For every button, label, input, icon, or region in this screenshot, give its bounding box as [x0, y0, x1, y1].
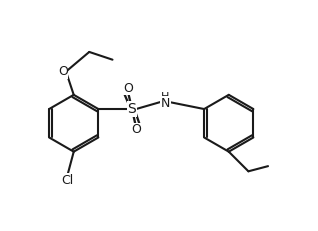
Text: O: O [123, 82, 133, 95]
Text: N: N [161, 97, 170, 110]
Text: Cl: Cl [61, 173, 74, 187]
Text: S: S [128, 102, 136, 116]
Text: H: H [161, 92, 170, 102]
Text: O: O [58, 65, 68, 78]
Text: O: O [131, 123, 141, 136]
